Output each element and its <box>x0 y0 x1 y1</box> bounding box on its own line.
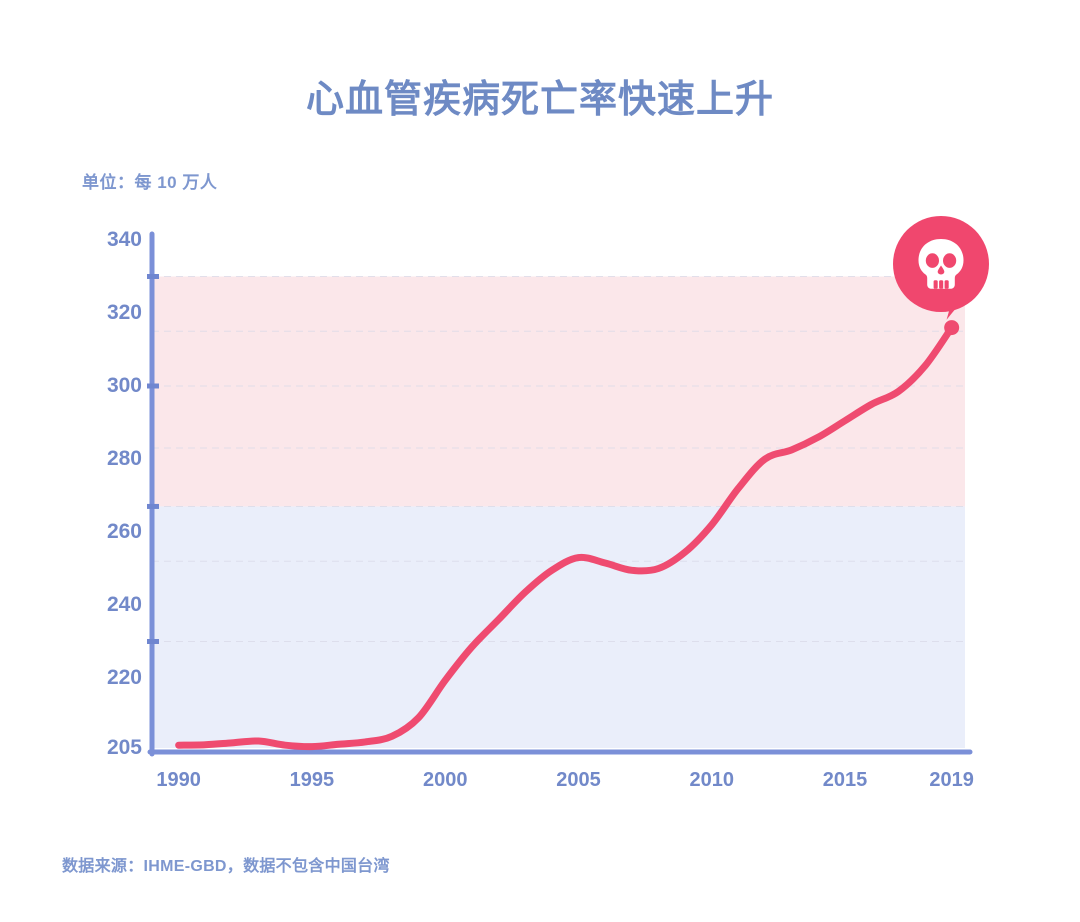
y-axis-labels: 205 220 240 260 280 300 320 340 <box>82 0 142 922</box>
x-axis-tick-label: 1990 <box>156 769 201 791</box>
x-axis-tick-label: 2019 <box>929 769 974 791</box>
gridline-group <box>152 276 965 642</box>
band-high-band <box>152 276 965 507</box>
y-axis-tick-label: 240 <box>106 593 142 616</box>
x-axis-tick-label: 2010 <box>689 769 735 791</box>
y-axis-tick-label: 340 <box>106 228 142 251</box>
axis-group <box>147 231 973 757</box>
y-axis-tick-label: 205 <box>106 736 142 759</box>
x-axis-tick-label: 2015 <box>822 769 868 791</box>
y-axis-tick-label: 320 <box>106 301 142 324</box>
series-line-mortality <box>175 324 956 751</box>
page-title: 心血管疾病死亡率快速上升 <box>305 79 774 121</box>
x-axis-labels: 1990 1995 2000 2005 2010 2015 2019 <box>0 769 1080 799</box>
x-axis-tick-label: 2005 <box>556 769 601 791</box>
x-axis-tick-label: 2000 <box>422 769 468 791</box>
chart-unit-subtitle: 单位：每 10 万人 <box>82 173 218 192</box>
x-axis-tick-label: 1995 <box>289 769 335 791</box>
y-axis-tick-label: 280 <box>106 447 142 470</box>
skull-annotation-badge[interactable] <box>893 216 989 323</box>
band-low-band <box>152 506 965 748</box>
skull-icon <box>918 239 964 289</box>
tickmark-group <box>147 274 159 644</box>
y-axis-tick-label: 300 <box>106 374 142 397</box>
y-axis-tick-label: 260 <box>106 520 142 543</box>
series-endpoint-marker <box>944 320 960 336</box>
band-group <box>152 276 965 748</box>
y-axis-tick-label: 220 <box>106 666 142 689</box>
source-note: 数据来源：IHME-GBD，数据不包含中国台湾 <box>62 858 390 875</box>
